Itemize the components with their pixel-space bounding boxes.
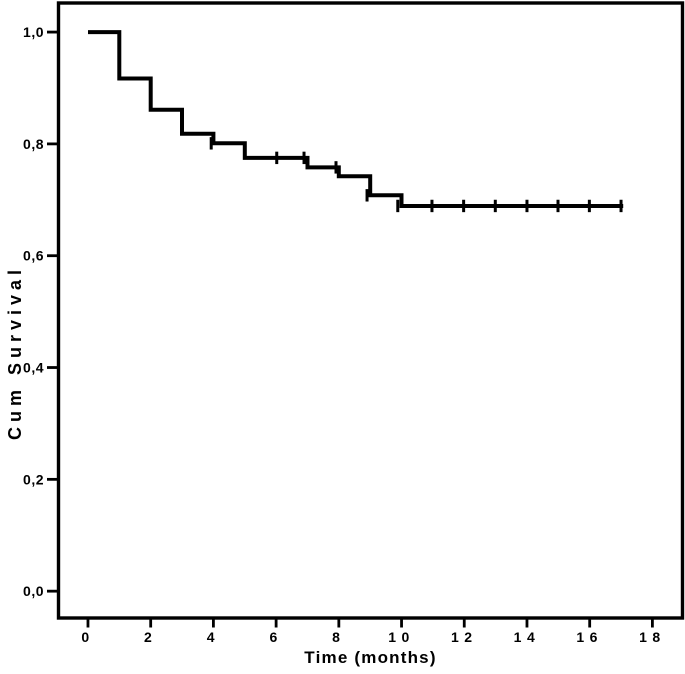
y-tick-label-0,6: 0,6: [23, 248, 44, 264]
y-tick-label-0,2: 0,2: [23, 471, 44, 487]
x-tick-label-4: 4: [207, 629, 220, 645]
x-tick-label-14: 14: [514, 629, 541, 645]
y-tick-label-0,4: 0,4: [23, 360, 44, 376]
x-tick-label-16: 16: [576, 629, 603, 645]
x-axis-ticks: [86, 617, 654, 628]
x-tick-label-10: 10: [388, 629, 415, 645]
x-axis-tick-labels: 0 2 4 6 8 10 12 14 16 18: [81, 629, 666, 645]
x-tick-label-8: 8: [332, 629, 345, 645]
y-tick-label-1,0: 1,0: [23, 24, 44, 40]
x-tick-label-0: 0: [81, 629, 94, 645]
y-axis-tick-labels: 1,0 0,8 0,6 0,4 0,2 0,0: [23, 24, 44, 599]
x-tick-label-2: 2: [144, 629, 157, 645]
y-axis-ticks: [47, 30, 60, 593]
x-tick-label-12: 12: [451, 629, 478, 645]
y-axis-title: Cum Survival: [5, 265, 25, 440]
y-tick-label-0,8: 0,8: [23, 136, 44, 152]
x-tick-label-6: 6: [269, 629, 282, 645]
survival-step-curve: [88, 30, 624, 208]
x-axis-title: Time (months): [304, 648, 436, 667]
x-tick-label-18: 18: [639, 629, 666, 645]
censored-observation-marks: [209, 137, 623, 213]
y-tick-label-0,0: 0,0: [23, 583, 44, 599]
plot-frame: [56, 1, 685, 620]
